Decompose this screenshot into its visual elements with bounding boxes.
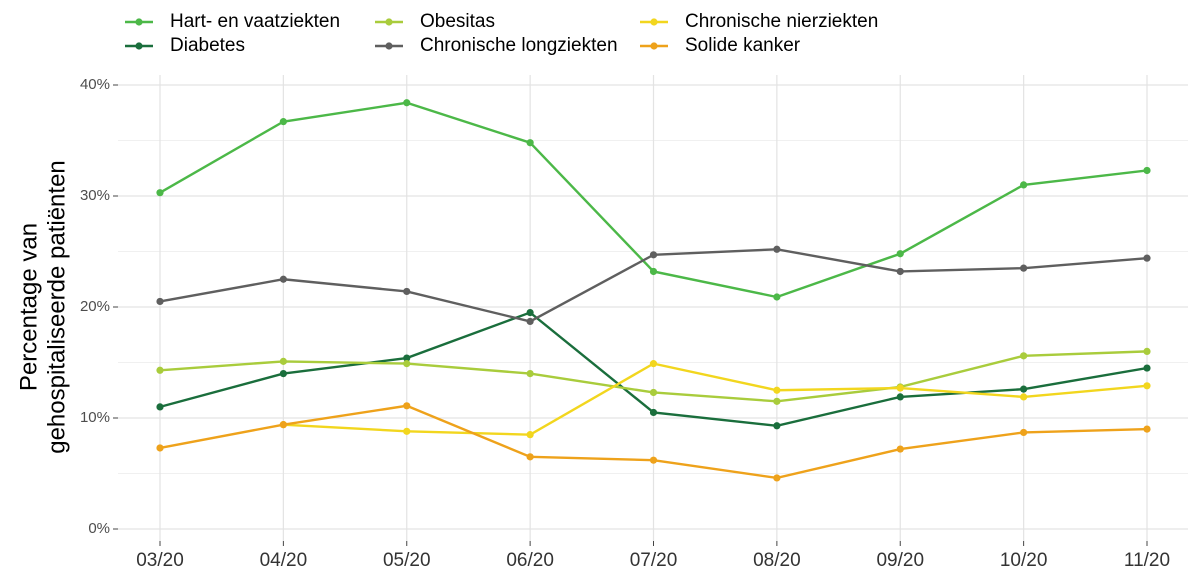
data-point <box>649 456 658 464</box>
data-point <box>279 370 287 378</box>
data-point <box>649 251 658 259</box>
data-point <box>1020 352 1028 360</box>
x-tick-label: 08/20 <box>753 550 801 571</box>
legend-label: Hart- en vaatziekten <box>170 11 340 32</box>
x-tick-label: 09/20 <box>876 550 924 571</box>
y-axis-title: Percentage van gehospitaliseerde patiënt… <box>15 160 70 454</box>
data-point <box>773 397 781 405</box>
data-point <box>403 99 411 107</box>
y-tick-label: 30% <box>80 187 110 204</box>
legend-label: Obesitas <box>420 11 495 32</box>
y-tick-label: 0% <box>88 520 110 537</box>
y-axis-title-line: Percentage van <box>15 223 42 391</box>
data-point <box>773 293 781 301</box>
data-point <box>156 403 164 411</box>
data-point <box>279 118 287 126</box>
legend-label: Chronische longziekten <box>420 35 618 56</box>
legend-dot <box>650 18 658 26</box>
legend-label: Solide kanker <box>685 35 801 56</box>
data-point <box>1143 382 1151 390</box>
legend-dot <box>385 42 393 50</box>
data-point <box>1143 425 1151 433</box>
data-point <box>773 386 781 394</box>
data-point <box>1020 385 1028 393</box>
data-point <box>896 250 904 258</box>
legend-label: Chronische nierziekten <box>685 11 878 32</box>
data-point <box>526 431 534 439</box>
data-point <box>1020 181 1028 189</box>
data-point <box>526 317 534 326</box>
x-tick-label: 07/20 <box>630 550 678 571</box>
data-point <box>156 297 164 306</box>
x-tick-label: 06/20 <box>506 550 554 571</box>
data-point <box>649 408 658 417</box>
data-point <box>773 422 781 430</box>
data-point <box>896 445 904 453</box>
data-point <box>526 453 534 461</box>
data-point <box>403 402 411 410</box>
y-axis-title-line: gehospitaliseerde patiënten <box>43 160 70 454</box>
data-point <box>279 357 287 365</box>
x-tick-label: 04/20 <box>260 550 308 571</box>
data-point <box>526 370 534 378</box>
data-point <box>156 189 164 197</box>
data-point <box>1020 393 1028 401</box>
data-point <box>403 287 411 296</box>
data-point <box>403 427 411 435</box>
data-point <box>526 139 534 147</box>
data-point <box>1020 264 1028 272</box>
data-point <box>156 444 164 452</box>
data-point <box>156 366 164 374</box>
data-point <box>649 267 658 276</box>
y-tick-label: 40% <box>80 76 110 93</box>
data-point <box>649 360 658 368</box>
data-point <box>403 360 411 368</box>
x-tick-label: 05/20 <box>383 550 431 571</box>
data-point <box>773 245 781 253</box>
legend-dot <box>385 18 393 26</box>
legend-dot <box>135 18 143 26</box>
data-point <box>1020 428 1028 437</box>
data-point <box>1143 347 1151 355</box>
data-point <box>649 388 658 397</box>
x-tick-label: 11/20 <box>1124 550 1170 571</box>
legend-label: Diabetes <box>170 35 245 56</box>
y-tick-label: 10% <box>80 409 110 426</box>
data-point <box>526 308 534 317</box>
data-point <box>279 275 287 283</box>
series-line <box>283 362 1148 436</box>
data-point <box>773 474 781 482</box>
data-point <box>896 384 904 392</box>
x-tick-label: 03/20 <box>136 550 184 571</box>
data-point <box>1143 254 1151 262</box>
data-point <box>896 267 904 276</box>
data-point <box>1143 166 1151 175</box>
y-tick-label: 20% <box>80 298 110 315</box>
legend-dot <box>135 42 143 50</box>
x-tick-label: 10/20 <box>1000 550 1048 571</box>
data-point <box>403 354 411 362</box>
data-point <box>1143 364 1151 372</box>
data-point <box>279 421 287 429</box>
legend-dot <box>650 42 658 50</box>
data-point <box>896 393 904 401</box>
